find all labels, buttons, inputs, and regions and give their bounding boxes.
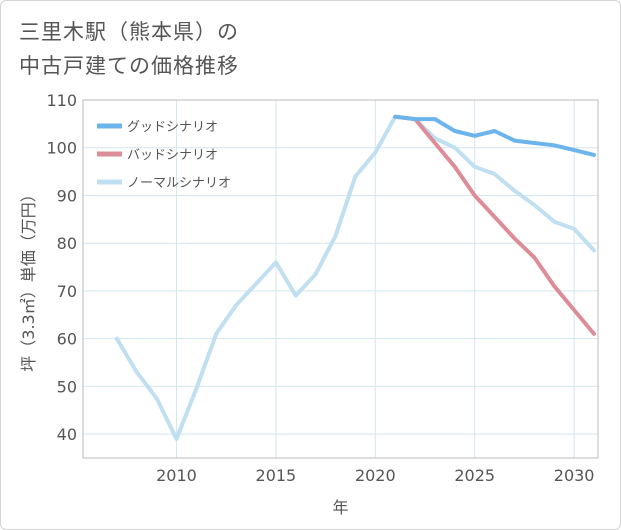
chart-title: 三里木駅（熊本県）の 中古戸建ての価格推移 xyxy=(19,15,239,83)
series-line-2 xyxy=(114,114,596,441)
y-tick-label: 40 xyxy=(57,425,77,444)
x-axis-label: 年 xyxy=(332,498,348,517)
x-tick-label: 2030 xyxy=(554,466,595,485)
y-axis-ticks: 40 50 60 70 80 90 100 110 xyxy=(46,91,77,444)
x-tick-label: 2015 xyxy=(256,466,297,485)
legend-label: グッドシナリオ xyxy=(127,120,218,135)
plot-frame xyxy=(82,99,599,459)
chart-title-line-2: 中古戸建ての価格推移 xyxy=(19,54,239,78)
legend-label: ノーマルシナリオ xyxy=(127,176,231,191)
x-tick-label: 2010 xyxy=(156,466,197,485)
y-tick-label: 110 xyxy=(46,91,77,110)
x-tick-label: 2020 xyxy=(355,466,396,485)
y-tick-label: 60 xyxy=(57,330,77,349)
x-axis-ticks: 2010 2015 2020 2025 2030 xyxy=(156,466,594,485)
y-tick-label: 70 xyxy=(57,282,77,301)
series-lines xyxy=(114,114,596,441)
y-axis-label: 坪（3.3㎡）単価（万円） xyxy=(19,186,38,371)
chart-title-line-1: 三里木駅（熊本県）の xyxy=(19,20,239,44)
series-line-1 xyxy=(393,114,596,336)
x-tick-label: 2025 xyxy=(454,466,495,485)
series-line-0 xyxy=(393,114,596,157)
y-tick-label: 100 xyxy=(46,139,77,158)
y-tick-label: 80 xyxy=(57,234,77,253)
y-tick-label: 90 xyxy=(57,186,77,205)
y-tick-label: 50 xyxy=(57,377,77,396)
legend-label: バッドシナリオ xyxy=(127,148,218,163)
